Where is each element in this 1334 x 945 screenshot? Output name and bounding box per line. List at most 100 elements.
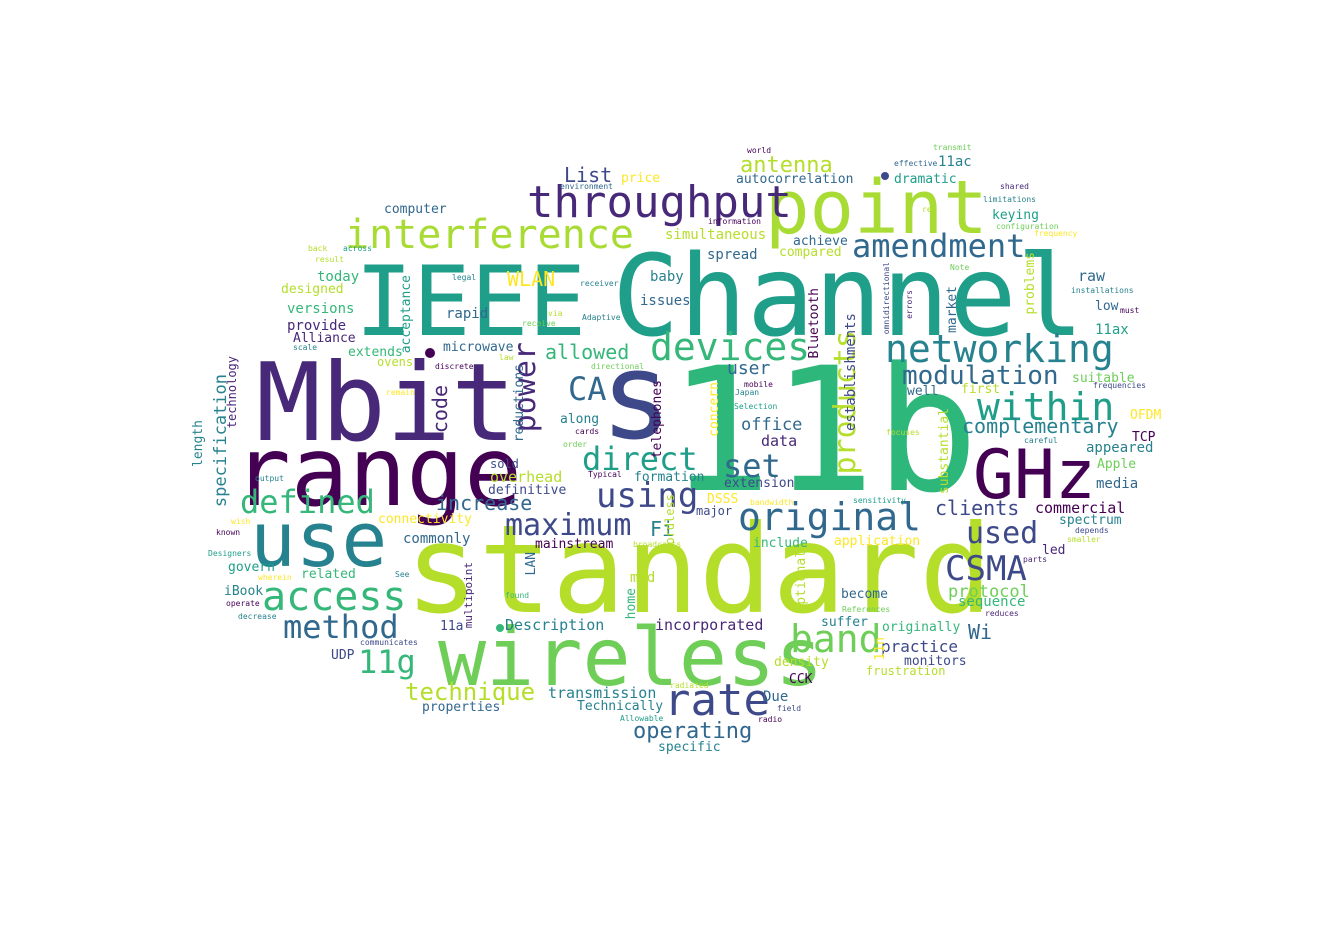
speck-dot: [496, 624, 504, 632]
cloud-word: operating: [633, 719, 752, 744]
cloud-word: transmit: [933, 143, 972, 152]
cloud-word: definitive: [488, 483, 566, 498]
cloud-word: direct: [582, 440, 698, 478]
cloud-word: practice: [881, 637, 958, 656]
cloud-word: Designers: [208, 549, 252, 558]
cloud-word: market: [945, 286, 960, 333]
cloud-word: band: [790, 617, 882, 661]
cloud-word: point: [765, 165, 988, 251]
cloud-word: via: [548, 309, 563, 318]
cloud-word: specification: [211, 374, 231, 507]
cloud-word: Description: [505, 616, 604, 634]
cloud-word: keying: [992, 208, 1039, 223]
cloud-word: used: [966, 516, 1038, 551]
cloud-word: commonly: [403, 531, 470, 547]
cloud-word: amendment: [852, 227, 1025, 265]
cloud-word: law: [499, 353, 514, 362]
cloud-word: smaller: [1067, 535, 1101, 544]
cloud-word: 11b: [668, 330, 979, 531]
cloud-word: LAN: [524, 552, 539, 575]
cloud-word: Typical: [588, 470, 622, 479]
cloud-word: specific: [658, 740, 721, 755]
cloud-word: today: [317, 269, 359, 285]
cloud-word: 11a: [440, 619, 463, 634]
cloud-word: radio: [758, 715, 782, 724]
cloud-word: receiver: [580, 279, 619, 288]
cloud-word: formation: [634, 470, 704, 485]
cloud-word: maximum: [505, 508, 631, 543]
speck-dot: [425, 348, 435, 358]
cloud-word: 11ax: [1095, 322, 1129, 338]
cloud-word: extension: [724, 476, 794, 491]
cloud-word: List: [564, 163, 612, 187]
cloud-word: CSMA: [945, 549, 1027, 589]
cloud-word: installations: [1071, 286, 1134, 295]
cloud-word: focuses: [886, 428, 920, 437]
cloud-word: mobile: [744, 380, 773, 389]
cloud-word: first: [961, 382, 1000, 397]
cloud-word: Due: [763, 689, 788, 705]
cloud-word: sold: [490, 457, 519, 471]
cloud-word: devices: [650, 325, 810, 369]
cloud-word: telephones: [650, 380, 665, 458]
cloud-word: frequencies: [1093, 381, 1146, 390]
cloud-word: limitations: [983, 195, 1036, 204]
cloud-word: DSSS: [707, 492, 738, 507]
cloud-word: found: [505, 591, 529, 600]
cloud-word: scale: [293, 343, 317, 352]
cloud-word: 11g: [358, 643, 416, 681]
cloud-word: Allowable: [620, 714, 664, 723]
cloud-word: complementary: [962, 414, 1119, 438]
cloud-word: Apple: [1097, 457, 1136, 472]
cloud-word: problems: [1023, 252, 1038, 315]
cloud-word: low: [1095, 299, 1119, 314]
cloud-word: dramatic: [894, 172, 957, 187]
cloud-word: baby: [650, 269, 684, 285]
cloud-word: monitors: [904, 654, 967, 669]
cloud-word: acceptance: [399, 275, 414, 353]
cloud-word: bandwidth: [750, 498, 794, 507]
cloud-word: careful: [1024, 436, 1058, 445]
cloud-word: density: [774, 655, 829, 670]
cloud-word: shared: [1000, 182, 1029, 191]
cloud-word: output: [255, 474, 284, 483]
cloud-word: products: [828, 330, 863, 475]
cloud-word: Note: [950, 263, 969, 272]
cloud-word: originally: [882, 620, 960, 635]
cloud-word: known: [216, 528, 240, 537]
cloud-word: result: [315, 255, 344, 264]
cloud-word: major: [696, 504, 732, 518]
cloud-word: radiated: [670, 681, 709, 690]
cloud-word: Wi: [968, 620, 992, 644]
cloud-word: mainstream: [535, 537, 613, 552]
cloud-word: optional: [794, 550, 809, 613]
cloud-word: provide: [287, 318, 346, 334]
cloud-word: References: [842, 605, 890, 614]
cloud-word: price: [621, 171, 660, 186]
cloud-word: effective: [894, 159, 938, 168]
cloud-word: modulation: [902, 361, 1059, 391]
cloud-word: increase: [436, 491, 532, 515]
cloud-word: autocorrelation: [736, 172, 853, 187]
cloud-word: range: [233, 416, 522, 528]
cloud-word: original: [738, 495, 921, 539]
cloud-word: overhead: [490, 468, 562, 486]
cloud-word: OFDM: [1130, 408, 1161, 423]
cloud-word: properties: [422, 700, 500, 715]
cloud-word: Japan: [735, 388, 759, 397]
cloud-word: reductions: [512, 364, 527, 442]
cloud-word: defined: [240, 483, 375, 521]
cloud-word: access: [262, 574, 407, 620]
cloud-word: rate: [664, 675, 770, 726]
cloud-word: See: [395, 570, 410, 579]
cloud-word: establishments: [843, 313, 859, 431]
cloud-word: Fi: [650, 517, 674, 541]
cloud-word: discrete: [435, 362, 474, 371]
cloud-word: use: [250, 495, 387, 584]
cloud-word: appeared: [1086, 440, 1153, 456]
cloud-word: decrease: [238, 612, 277, 621]
cloud-word: home: [624, 588, 639, 619]
cloud-word: application: [834, 534, 920, 549]
cloud-word: data: [761, 432, 797, 450]
cloud-word: must: [1120, 306, 1139, 315]
